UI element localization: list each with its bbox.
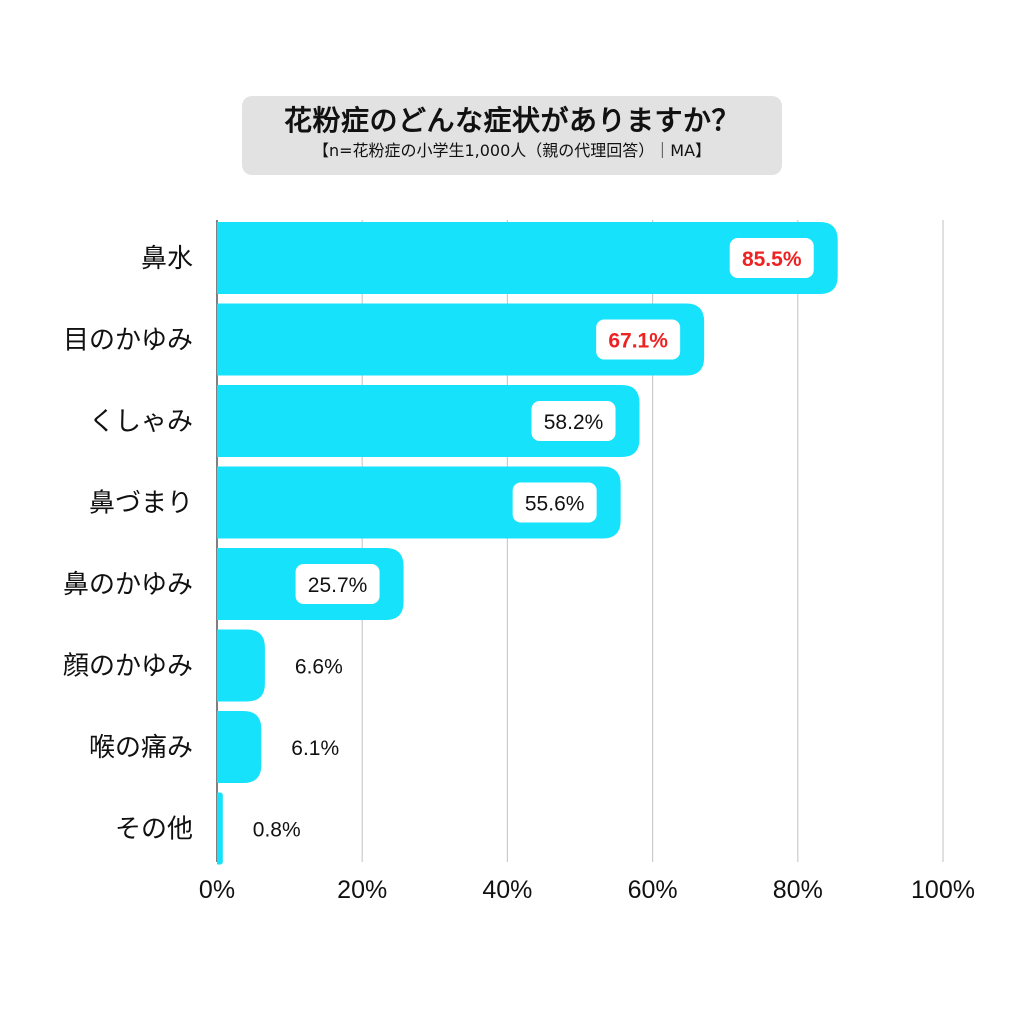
x-tick-label: 0% <box>199 876 235 904</box>
chart-subtitle: 【n=花粉症の小学生1,000人（親の代理回答）｜MA】 <box>312 141 712 160</box>
value-label-box <box>596 319 681 360</box>
category-label: 鼻づまり <box>89 489 193 519</box>
value-label: 6.1% <box>291 737 339 760</box>
value-label: 58.2% <box>544 411 604 434</box>
category-label: 鼻水 <box>141 244 193 274</box>
bars: 85.5% 67.1% 58.2% 55.6% 25.7% 6.6% 6.1% 0.8% <box>217 222 838 865</box>
x-tick-label: 80% <box>773 876 823 904</box>
value-label-box <box>512 482 597 523</box>
category-label: 鼻のかゆみ <box>63 570 193 600</box>
category-label: くしゃみ <box>89 407 193 437</box>
value-label: 0.8% <box>253 819 301 842</box>
category-label: 目のかゆみ <box>63 326 193 356</box>
value-label: 55.6% <box>525 493 585 516</box>
x-tick-label: 20% <box>337 876 387 904</box>
title-box: 花粉症のどんな症状がありますか？ 【n=花粉症の小学生1,000人（親の代理回答… <box>242 96 782 175</box>
value-label-box <box>729 238 814 278</box>
category-label: 喉の痛み <box>89 733 193 763</box>
chart-title: 花粉症のどんな症状がありますか？ <box>283 104 740 137</box>
value-label: 85.5% <box>742 248 802 271</box>
x-tick-label: 40% <box>482 876 532 904</box>
bar <box>217 711 262 783</box>
bar <box>217 303 705 376</box>
bar <box>217 222 838 294</box>
x-tick-labels: 0% 20% 40% 60% 80% 100% <box>199 876 975 904</box>
x-tick-label: 60% <box>628 876 678 904</box>
x-tick-label: 100% <box>911 876 975 904</box>
value-label-box <box>531 401 616 441</box>
bar <box>217 385 640 457</box>
value-label: 6.6% <box>295 656 343 679</box>
value-label-box <box>295 564 380 604</box>
category-label: その他 <box>115 815 193 845</box>
category-label: 顔のかゆみ <box>63 652 193 682</box>
bar <box>217 792 223 865</box>
value-label: 67.1% <box>608 330 668 353</box>
value-label: 25.7% <box>308 574 368 597</box>
bar <box>217 629 265 702</box>
